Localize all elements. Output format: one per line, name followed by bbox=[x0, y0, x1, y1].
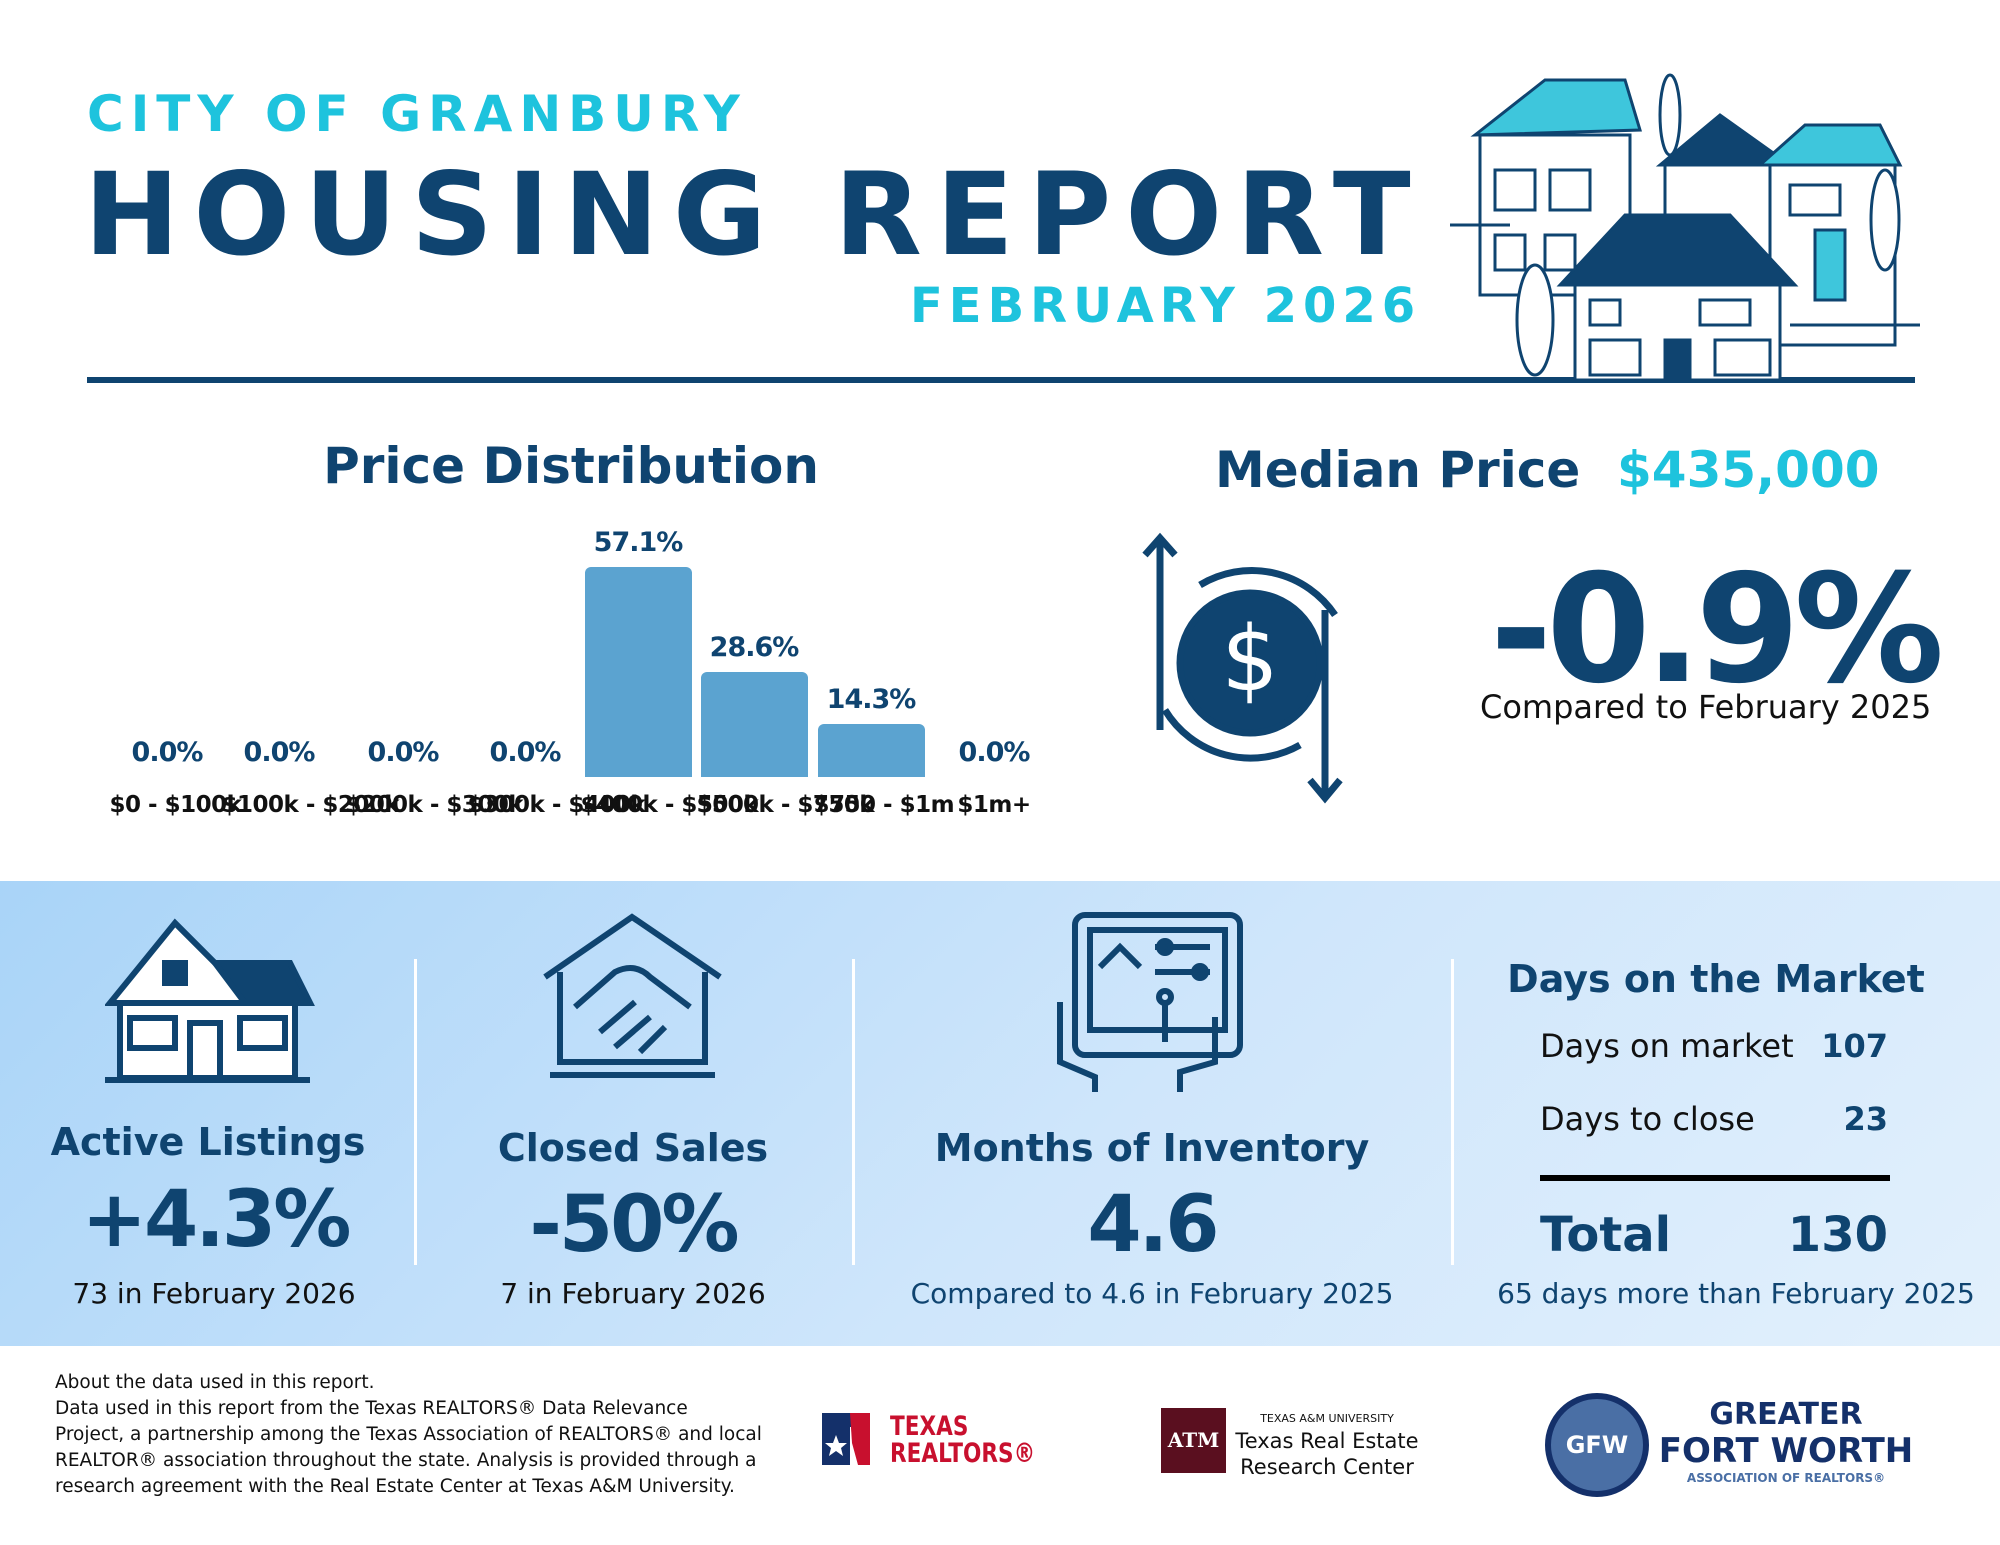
value-label: 0.0% bbox=[367, 737, 440, 768]
bar bbox=[584, 566, 692, 777]
header-rule bbox=[87, 377, 1915, 383]
category-label: $500k - $750k bbox=[696, 792, 875, 818]
tamu-university: TEXAS A&M UNIVERSITY bbox=[1260, 1412, 1394, 1425]
stat-value: 4.6 bbox=[1087, 1180, 1219, 1270]
gfw-mark: GFW bbox=[1545, 1393, 1649, 1497]
value-label: 0.0% bbox=[131, 737, 204, 768]
logo-text: Research Center bbox=[1240, 1455, 1414, 1479]
texas-realtors-logo: TEXAS REALTORS® bbox=[890, 1413, 1035, 1467]
tablet-icon bbox=[1057, 912, 1243, 1092]
tamu-logo-text: Texas Real Estate Research Center bbox=[1235, 1428, 1418, 1480]
tamu-mark: ATM bbox=[1161, 1408, 1226, 1473]
median-value: $435,000 bbox=[1617, 441, 1880, 499]
value-label: 0.0% bbox=[958, 737, 1031, 768]
median-label: Median Price bbox=[1215, 441, 1581, 499]
footer-line: research agreement with the Real Estate … bbox=[55, 1476, 735, 1497]
stat-title: Months of Inventory bbox=[934, 1126, 1370, 1170]
divider bbox=[414, 959, 417, 1265]
stat-title: Active Listings bbox=[50, 1120, 366, 1164]
eyebrow: CITY OF GRANBURY bbox=[87, 85, 747, 143]
category-label: $0 - $100k bbox=[109, 792, 242, 818]
value-label: 57.1% bbox=[593, 526, 684, 558]
divider bbox=[852, 959, 855, 1265]
category-label: $400k - $500k bbox=[580, 792, 759, 818]
category-label: $200k - $300k bbox=[345, 792, 524, 818]
bar bbox=[817, 724, 925, 777]
dom-row-value: 107 bbox=[1821, 1027, 1888, 1065]
dom-rule bbox=[1540, 1175, 1890, 1181]
chart-title: Price Distribution bbox=[323, 437, 819, 495]
category-label: $1m+ bbox=[957, 792, 1031, 818]
stat-note: 73 in February 2026 bbox=[72, 1277, 356, 1310]
report-title: HOUSING REPORT bbox=[84, 148, 1425, 281]
price-icon: $ bbox=[1142, 532, 1343, 804]
logo-text: ASSOCIATION OF REALTORS® bbox=[1686, 1471, 1886, 1485]
dom-row-label: Days on market bbox=[1540, 1027, 1794, 1065]
dom-row-label: Days to close bbox=[1540, 1100, 1755, 1138]
dom-row-value: 23 bbox=[1843, 1100, 1888, 1138]
divider bbox=[1451, 959, 1454, 1265]
category-label: $300k - $400k bbox=[467, 792, 646, 818]
value-label: 28.6% bbox=[709, 631, 800, 663]
footer-note: About the data used in this report. Data… bbox=[55, 1370, 762, 1500]
category-label: $750 - $1m bbox=[813, 792, 955, 818]
bar bbox=[700, 671, 808, 777]
stat-value: +4.3% bbox=[81, 1175, 352, 1265]
logo-text: TEXAS bbox=[890, 1411, 969, 1442]
stats-band bbox=[0, 881, 2000, 1346]
value-label: 0.0% bbox=[489, 737, 562, 768]
stat-note: 7 in February 2026 bbox=[500, 1277, 766, 1310]
value-label: 0.0% bbox=[243, 737, 316, 768]
texas-realtors-mark bbox=[822, 1413, 870, 1465]
gfw-logo-text: GREATER FORT WORTH ASSOCIATION OF REALTO… bbox=[1659, 1398, 1914, 1486]
stat-note: Compared to 4.6 in February 2025 bbox=[910, 1277, 1394, 1310]
period: FEBRUARY 2026 bbox=[910, 278, 1422, 334]
footer-line: REALTOR® association throughout the stat… bbox=[55, 1450, 757, 1471]
median-change: -0.9% bbox=[1490, 543, 1944, 717]
logo-text: GREATER bbox=[1709, 1397, 1863, 1432]
logo-text: Texas Real Estate bbox=[1235, 1429, 1419, 1453]
logo-text: REALTORS® bbox=[890, 1438, 1036, 1469]
dom-note: 65 days more than February 2025 bbox=[1497, 1277, 1975, 1310]
price-chart: 0.0% $0 - $100k 0.0% $100k - $200k 0.0% $200k… bbox=[0, 0, 1100, 880]
footer-line: Project, a partnership among the Texas A… bbox=[55, 1424, 762, 1445]
stat-title: Closed Sales bbox=[497, 1126, 769, 1170]
dom-title: Days on the Market bbox=[1507, 957, 1925, 1001]
stat-value: -50% bbox=[529, 1180, 739, 1270]
houses-illustration bbox=[1450, 73, 1920, 382]
footer-line: About the data used in this report. bbox=[55, 1372, 375, 1393]
footer-line: Data used in this report from the Texas … bbox=[55, 1398, 688, 1419]
value-label: 14.3% bbox=[826, 684, 917, 716]
category-label: $100k - $200k bbox=[221, 792, 400, 818]
svg-text:$: $ bbox=[1221, 607, 1278, 712]
dom-total-value: 130 bbox=[1787, 1207, 1888, 1263]
house-icon bbox=[105, 918, 315, 1083]
logo-text: FORT WORTH bbox=[1658, 1431, 1914, 1471]
median-comparison: Compared to February 2025 bbox=[1480, 688, 1932, 726]
dom-total-label: Total bbox=[1540, 1207, 1672, 1263]
handshake-icon bbox=[543, 913, 722, 1078]
